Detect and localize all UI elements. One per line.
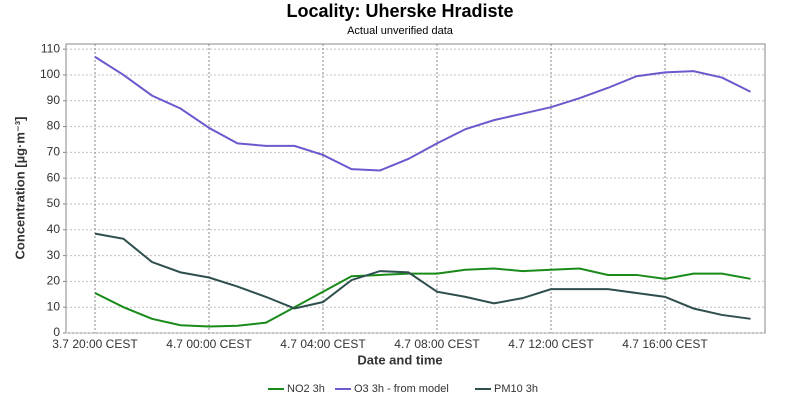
data-line (94, 232, 751, 320)
data-line (94, 267, 751, 328)
y-tick-label: 0 (53, 325, 60, 339)
y-tick-label: 90 (47, 93, 61, 107)
x-tick-label: 4.7 04:00 CEST (280, 337, 366, 351)
data-line (94, 56, 751, 172)
x-tick-label: 4.7 00:00 CEST (166, 337, 252, 351)
chart-subtitle: Actual unverified data (347, 25, 454, 37)
y-tick-label: 30 (47, 248, 61, 262)
plot-area (65, 43, 766, 334)
x-tick-label: 4.7 16:00 CEST (622, 337, 708, 351)
chart-title: Locality: Uherske Hradiste (286, 1, 513, 21)
y-tick-label: 70 (47, 145, 61, 159)
legend-label: O3 3h - from model (354, 383, 449, 395)
y-tick-label: 10 (47, 299, 61, 313)
y-tick-label: 80 (47, 119, 61, 133)
y-tick-label: 60 (47, 170, 61, 184)
y-tick-label: 50 (47, 196, 61, 210)
x-axis-label: Date and time (357, 352, 442, 367)
y-tick-label: 40 (47, 222, 61, 236)
x-tick-label: 4.7 12:00 CEST (508, 337, 594, 351)
x-tick-label: 4.7 08:00 CEST (394, 337, 480, 351)
y-tick-label: 100 (40, 67, 60, 81)
y-tick-label: 110 (41, 41, 60, 55)
y-tick-label: 20 (47, 274, 61, 288)
legend-label: NO2 3h (287, 383, 325, 395)
x-tick-label: 3.7 20:00 CEST (52, 337, 138, 351)
legend-label: PM10 3h (494, 383, 538, 395)
y-axis-label: Concentration [µg·m⁻³] (12, 117, 27, 260)
